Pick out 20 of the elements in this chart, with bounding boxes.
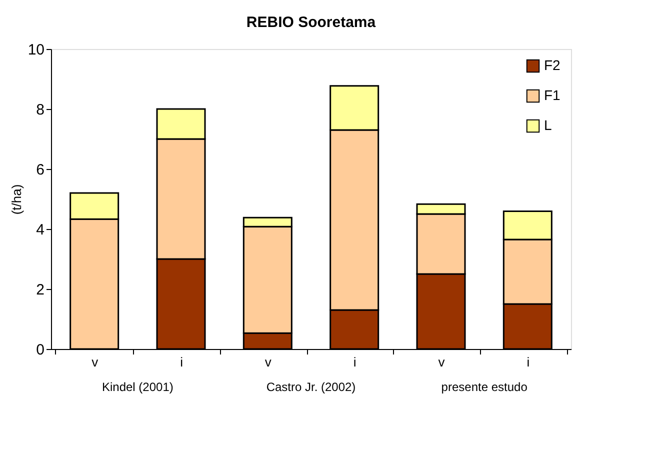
legend-label: F2 (544, 57, 561, 73)
x-tick-label: i (526, 354, 530, 370)
x-tick-label: v (438, 354, 446, 370)
y-tick-label: 10 (28, 42, 44, 58)
y-tick-label: 4 (36, 222, 44, 238)
x-tick-label: v (92, 354, 99, 370)
y-tick-label: 0 (36, 342, 44, 358)
y-tick-label: 8 (36, 102, 44, 118)
x-tick-label: i (180, 354, 184, 370)
text: Kindel (2001) (102, 380, 174, 394)
y-axis-title: (t/ha) (8, 184, 24, 215)
legend-label: F1 (544, 87, 561, 103)
text: Castro Jr. (2002) (266, 380, 356, 394)
y-tick-label: 2 (36, 282, 44, 298)
x-tick-label: i (353, 354, 356, 370)
y-tick-label: 6 (36, 162, 44, 178)
x-tick-label: v (264, 354, 272, 370)
text: presente estudo (441, 380, 528, 394)
chart-title: REBIO Sooretama (246, 14, 376, 31)
legend-label: L (544, 117, 552, 133)
